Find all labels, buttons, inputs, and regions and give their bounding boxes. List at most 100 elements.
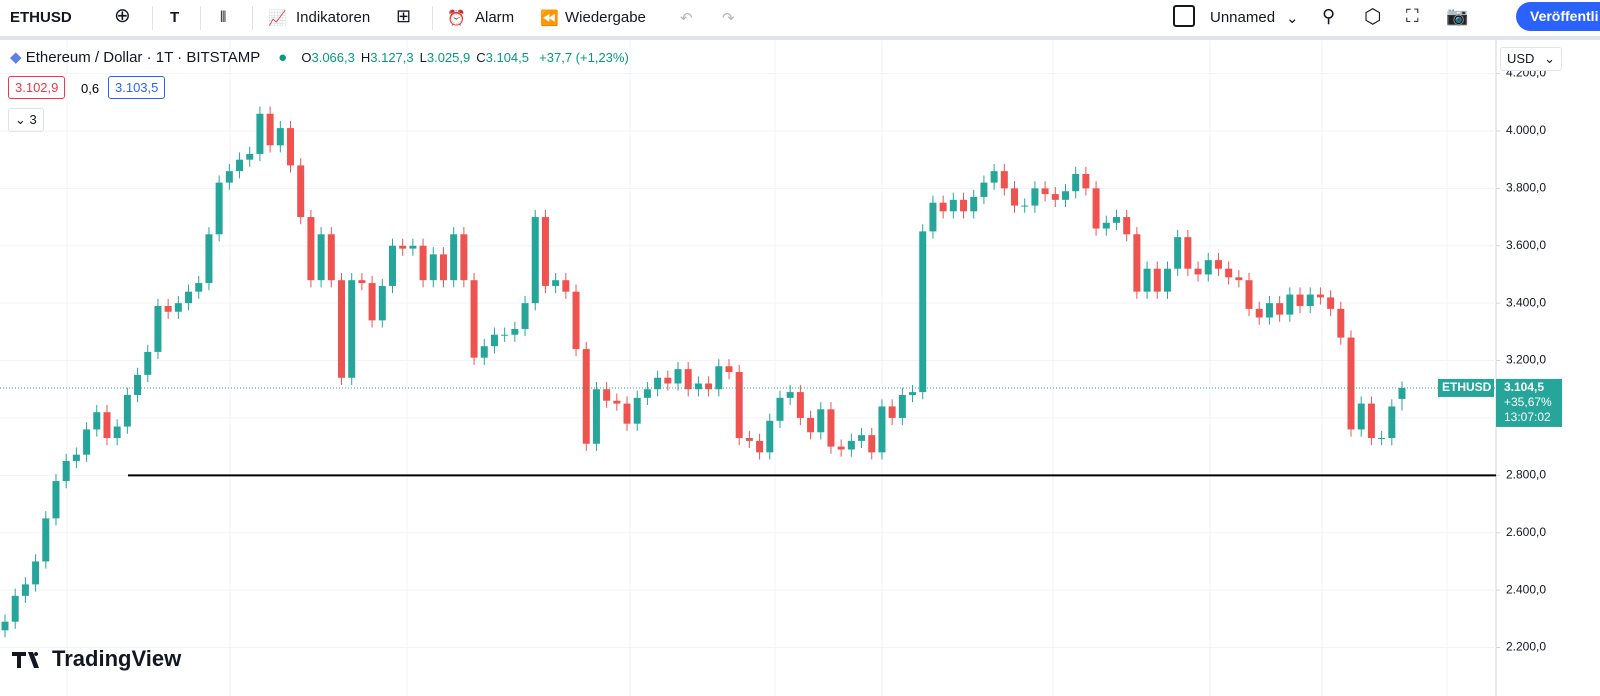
symbol-tag bbox=[1438, 378, 1494, 397]
layout-icon bbox=[1173, 5, 1195, 27]
fullscreen-button[interactable]: ⛶ bbox=[1406, 6, 1419, 26]
alarm-button[interactable]: Alarm bbox=[475, 9, 515, 26]
toolbar: ETHUSD ⊕ T ⫴ 📈 Indikatoren ⊞ ⏰ Alarm ⏪ W… bbox=[0, 0, 1600, 40]
candle-body bbox=[858, 435, 866, 441]
candle-body bbox=[215, 182, 223, 235]
candle-body bbox=[154, 306, 162, 352]
candle-body bbox=[980, 182, 988, 197]
ohlc-label: O bbox=[301, 50, 312, 65]
candle-body bbox=[317, 234, 325, 281]
candle-body bbox=[11, 595, 19, 622]
candle-body bbox=[276, 128, 284, 146]
candle-body bbox=[338, 280, 346, 378]
candle-body bbox=[93, 412, 101, 430]
candle-body bbox=[613, 400, 621, 404]
candle-body bbox=[909, 392, 917, 395]
candle-body bbox=[256, 113, 264, 154]
candle-body bbox=[888, 406, 896, 418]
candle-body bbox=[745, 438, 753, 441]
indicators-icon: 📈 bbox=[268, 10, 287, 27]
interval-button[interactable]: T bbox=[170, 9, 180, 26]
y-tick-label: 2.400,0 bbox=[1506, 582, 1546, 596]
candle-body bbox=[419, 245, 427, 281]
candle-body bbox=[297, 165, 305, 218]
candle-body bbox=[1163, 268, 1171, 292]
templates-button[interactable]: ⊞ bbox=[396, 6, 412, 26]
candle-body bbox=[766, 420, 774, 453]
candle-body bbox=[429, 254, 437, 281]
indicators-button[interactable]: Indikatoren bbox=[296, 9, 371, 26]
layout-dropdown[interactable]: ⌄ bbox=[1286, 10, 1299, 27]
chart-type-button[interactable]: ⫴ bbox=[220, 9, 227, 26]
sell-price[interactable]: 3.102,9 bbox=[8, 76, 66, 99]
buy-price[interactable]: 3.103,5 bbox=[108, 76, 166, 99]
price-tag-value: 3.104,5 bbox=[1504, 380, 1544, 394]
candle-body bbox=[1225, 268, 1233, 278]
brand: TradingView bbox=[52, 646, 182, 671]
compare-button[interactable]: ⊕ bbox=[114, 5, 131, 27]
currency-select[interactable]: USD ⌄ bbox=[1500, 47, 1562, 71]
symbol-tag-label: ETHUSD bbox=[1442, 380, 1492, 394]
candle-body bbox=[1296, 294, 1304, 307]
candle-body bbox=[1072, 174, 1080, 192]
candle-body bbox=[1337, 308, 1345, 338]
ohlc-label: L bbox=[419, 50, 427, 65]
candle-body bbox=[1082, 174, 1090, 189]
layout-name[interactable]: Unnamed bbox=[1210, 9, 1276, 26]
candle-body bbox=[164, 306, 172, 312]
publish-button[interactable]: Veröffentli bbox=[1516, 2, 1600, 31]
settings-button[interactable]: ⬡ bbox=[1364, 6, 1382, 28]
indicator-toggle[interactable]: ⌄ 3 bbox=[8, 108, 44, 132]
candle-body bbox=[552, 280, 560, 286]
symbol-search[interactable]: ETHUSD bbox=[10, 9, 72, 26]
candle-body bbox=[1316, 294, 1324, 298]
candle-body bbox=[654, 377, 662, 390]
candle-body bbox=[480, 346, 488, 358]
candle-body bbox=[134, 374, 142, 395]
candle-body bbox=[409, 245, 417, 249]
candle-body bbox=[847, 440, 855, 450]
candle-body bbox=[236, 159, 244, 172]
candle-body bbox=[603, 389, 611, 401]
candle-body bbox=[919, 231, 927, 393]
candle-body bbox=[786, 392, 794, 398]
candle-body bbox=[1, 621, 9, 631]
quick-search[interactable]: ⚲ bbox=[1322, 6, 1336, 26]
snapshot-button[interactable]: 📷 bbox=[1446, 6, 1469, 26]
candle-body bbox=[83, 429, 91, 455]
replay-icon: ⏪ bbox=[540, 10, 559, 27]
candle-body bbox=[878, 406, 886, 453]
candle-body bbox=[103, 412, 111, 439]
y-tick-label: 2.800,0 bbox=[1506, 467, 1546, 481]
candle-body bbox=[827, 409, 835, 447]
candle-body bbox=[490, 334, 498, 347]
spread: 0,6 bbox=[81, 81, 100, 96]
candle-body bbox=[1388, 406, 1396, 439]
change: +37,7 (+1,23%) bbox=[539, 50, 629, 65]
ohlc-value: 3.104,5 bbox=[485, 50, 529, 65]
candle-body bbox=[450, 234, 458, 281]
candle-body bbox=[358, 280, 366, 284]
ohlc-value: 3.025,9 bbox=[426, 50, 471, 65]
market-status: ● bbox=[278, 49, 288, 66]
replay-button[interactable]: Wiedergabe bbox=[565, 9, 646, 26]
candle-body bbox=[725, 366, 733, 373]
candle-body bbox=[1235, 277, 1243, 281]
candle-body bbox=[939, 202, 947, 212]
y-tick-label: 2.200,0 bbox=[1506, 640, 1546, 654]
candle-body bbox=[1398, 387, 1406, 399]
candle-body bbox=[572, 291, 580, 350]
candle-body bbox=[1306, 294, 1314, 307]
candle-body bbox=[72, 454, 80, 461]
redo-button[interactable]: ↷ bbox=[722, 10, 735, 27]
candle-body bbox=[1204, 260, 1212, 275]
candle-body bbox=[42, 518, 50, 562]
candle-body bbox=[735, 372, 743, 439]
candle-body bbox=[592, 389, 600, 444]
undo-button[interactable]: ↶ bbox=[680, 10, 693, 27]
ohlc-label: H bbox=[360, 50, 371, 65]
candle-body bbox=[52, 481, 60, 519]
candle-body bbox=[715, 366, 723, 390]
candle-body bbox=[684, 369, 692, 390]
